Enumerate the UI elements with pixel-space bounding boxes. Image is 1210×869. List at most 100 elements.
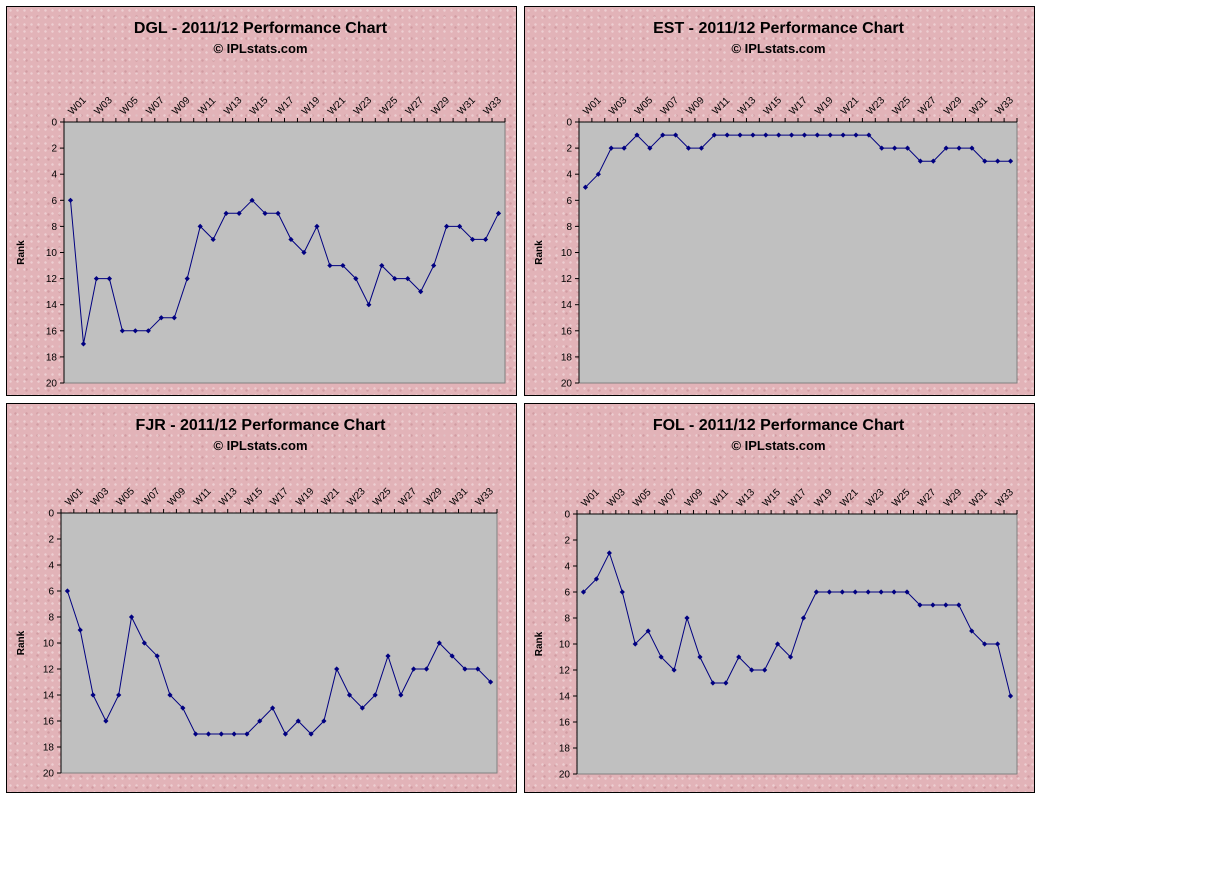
data-point xyxy=(244,731,250,737)
data-point xyxy=(145,328,151,334)
x-tick-label: W07 xyxy=(144,95,167,118)
plot-area xyxy=(63,121,506,384)
data-point xyxy=(218,731,224,737)
y-axis-label: Rank xyxy=(534,631,545,656)
y-tick-label: 2 xyxy=(48,535,54,546)
data-point xyxy=(930,158,936,164)
x-tick-label: W21 xyxy=(320,486,343,509)
data-point xyxy=(917,158,923,164)
data-point xyxy=(619,589,625,595)
data-point xyxy=(119,328,125,334)
data-point xyxy=(249,197,255,203)
x-tick-label: W33 xyxy=(994,95,1017,118)
x-tick-label: W01 xyxy=(581,95,604,118)
x-tick-label: W19 xyxy=(813,95,836,118)
y-tick-label: 18 xyxy=(559,744,571,755)
x-tick-label: W15 xyxy=(248,95,271,118)
data-point xyxy=(469,236,476,243)
data-point xyxy=(969,628,975,634)
data-point xyxy=(982,641,988,647)
data-point xyxy=(231,731,237,737)
x-tick-label: W13 xyxy=(736,95,759,118)
data-point xyxy=(462,666,468,672)
data-point xyxy=(301,249,307,256)
data-point xyxy=(487,679,494,685)
data-point xyxy=(891,589,897,595)
chart-subtitle: © IPLstats.com xyxy=(731,41,825,56)
data-point xyxy=(180,705,186,711)
x-tick-label: W15 xyxy=(761,487,784,510)
y-tick-label: 20 xyxy=(43,769,55,780)
x-tick-label: W11 xyxy=(709,487,731,509)
x-tick-label: W23 xyxy=(864,487,887,510)
data-point xyxy=(930,602,936,608)
y-tick-label: 20 xyxy=(561,379,573,390)
y-tick-label: 0 xyxy=(566,118,572,129)
x-tick-label: W19 xyxy=(300,95,323,118)
chart-subtitle: © IPLstats.com xyxy=(213,41,307,56)
data-point xyxy=(892,145,898,151)
chart-subtitle: © IPLstats.com xyxy=(213,438,307,453)
x-tick-label: W09 xyxy=(166,486,189,509)
y-tick-label: 10 xyxy=(43,639,55,650)
chart-fol: FOL - 2011/12 Performance Chart © IPLstat… xyxy=(534,417,1018,781)
x-tick-label: W29 xyxy=(422,486,445,509)
data-point xyxy=(223,210,229,216)
data-point xyxy=(197,223,203,229)
x-tick-label: W07 xyxy=(659,95,682,118)
data-point xyxy=(327,262,333,269)
y-tick-label: 0 xyxy=(564,510,570,521)
data-point xyxy=(788,132,795,138)
data-point xyxy=(1007,158,1014,164)
x-tick-label: W03 xyxy=(607,95,630,118)
x-tick-label: W23 xyxy=(865,95,888,118)
x-tick-label: W23 xyxy=(352,95,375,118)
data-point xyxy=(814,132,820,138)
data-point xyxy=(956,602,962,608)
y-tick-label: 12 xyxy=(43,665,55,676)
data-point xyxy=(103,718,109,724)
data-point xyxy=(904,145,911,151)
x-tick-label: W19 xyxy=(812,487,835,510)
data-point xyxy=(826,589,832,595)
chart-panel-dgl: DGL - 2011/12 Performance Chart © IPLstat… xyxy=(6,6,517,396)
x-tick-label: W13 xyxy=(222,95,245,118)
y-tick-label: 8 xyxy=(48,613,54,624)
y-tick-label: 12 xyxy=(561,274,573,285)
y-tick-label: 6 xyxy=(48,587,54,598)
data-point xyxy=(1007,693,1014,699)
data-point xyxy=(801,132,808,138)
data-point xyxy=(366,302,372,308)
data-point xyxy=(64,588,71,594)
data-point xyxy=(608,145,614,151)
x-tick-label: W31 xyxy=(456,95,479,118)
x-tick-label: W03 xyxy=(92,95,115,118)
data-point xyxy=(314,223,320,229)
x-tick-label: W25 xyxy=(371,486,394,509)
data-point xyxy=(904,589,910,595)
data-point xyxy=(813,589,820,595)
y-tick-label: 4 xyxy=(566,170,572,181)
chart-panel-fjr: FJR - 2011/12 Performance Chart © IPLstat… xyxy=(6,403,517,793)
y-tick-label: 20 xyxy=(46,379,58,390)
chart-title: FJR - 2011/12 Performance Chart xyxy=(136,417,387,434)
plot-area xyxy=(578,121,1018,384)
y-tick-label: 0 xyxy=(48,509,54,520)
chart-title: EST - 2011/12 Performance Chart xyxy=(653,20,904,37)
y-tick-label: 6 xyxy=(564,588,570,599)
data-point xyxy=(269,705,276,711)
x-tick-label: W29 xyxy=(430,95,453,118)
data-point xyxy=(943,602,949,608)
data-point xyxy=(982,158,988,164)
chart-panel-est: EST - 2011/12 Performance Chart © IPLstat… xyxy=(524,6,1035,396)
y-tick-label: 2 xyxy=(564,536,570,547)
data-point xyxy=(917,602,923,608)
data-point xyxy=(969,145,975,151)
x-tick-label: W03 xyxy=(605,487,628,510)
x-tick-label: W21 xyxy=(839,95,862,118)
y-tick-label: 10 xyxy=(561,248,573,259)
plot-area xyxy=(576,513,1018,775)
series-line xyxy=(66,590,491,735)
data-point xyxy=(495,210,502,216)
x-tick-label: W33 xyxy=(994,487,1017,510)
